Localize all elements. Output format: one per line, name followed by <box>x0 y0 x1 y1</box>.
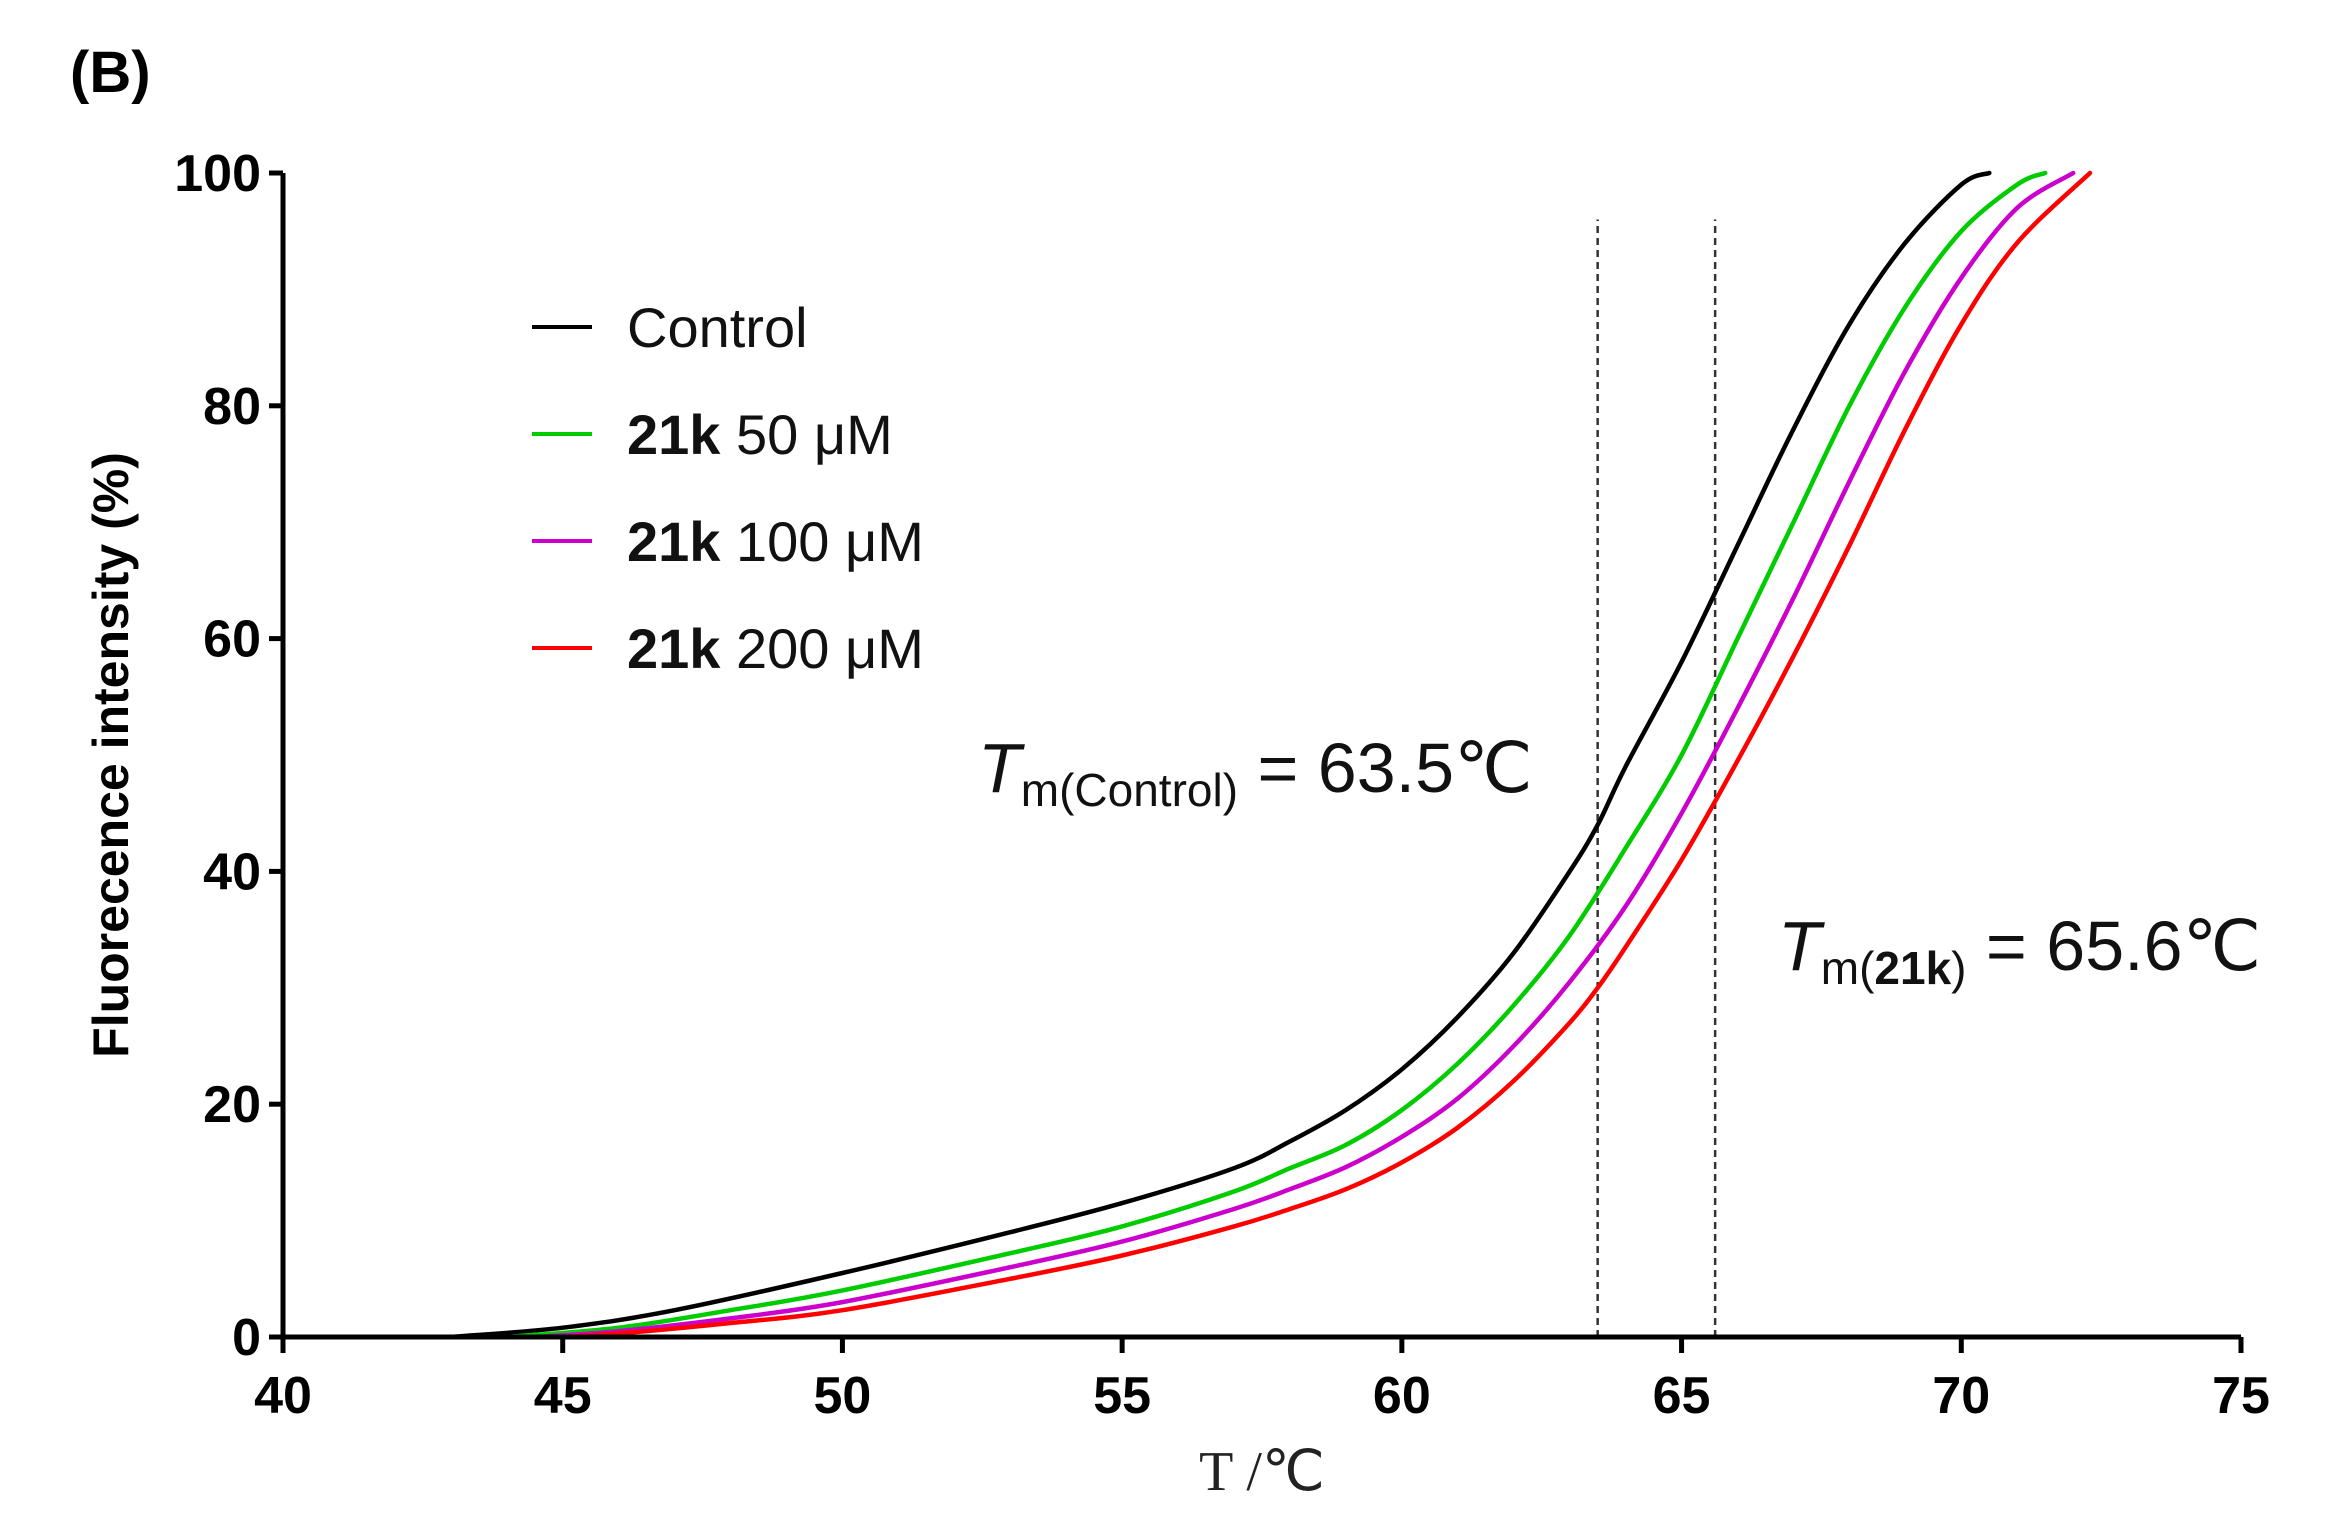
series-lines <box>448 170 2093 1340</box>
y-axis-ticks: 0 20 40 60 80 100 <box>174 145 283 1367</box>
y-tick-label: 0 <box>232 1309 261 1367</box>
x-tick-label: 65 <box>1653 1367 1711 1425</box>
series-line-21k-100-m <box>532 170 2076 1340</box>
legend: Control 21k 50 μM 21k 100 μM 21k 200 μM <box>532 296 924 680</box>
y-tick-label: 40 <box>203 843 261 901</box>
tm-reference-lines <box>1596 219 1717 1337</box>
x-tick-label: 45 <box>534 1367 592 1425</box>
legend-item-21k-200: 21k 200 μM <box>532 617 924 680</box>
legend-label-21k-200: 21k 200 μM <box>627 617 924 680</box>
legend-label-21k-50: 21k 50 μM <box>627 403 893 466</box>
legend-item-21k-100: 21k 100 μM <box>532 510 924 573</box>
y-axis-label: Fluorecence intensity (%) <box>83 452 139 1058</box>
series-line-21k-50-m <box>504 170 2048 1340</box>
x-tick-label: 50 <box>814 1367 872 1425</box>
panel-label: (B) <box>70 40 151 105</box>
series-line-21k-200-m <box>560 170 2093 1340</box>
annotation-tm-21k: Tm(21k) = 65.6℃ <box>1778 907 2261 994</box>
x-tick-label: 55 <box>1093 1367 1151 1425</box>
legend-label-21k-100: 21k 100 μM <box>627 510 924 573</box>
x-tick-label: 60 <box>1373 1367 1431 1425</box>
legend-item-21k-50: 21k 50 μM <box>532 403 893 466</box>
plot-area: 0 20 40 60 80 100 40 45 50 55 60 65 70 75 <box>174 145 2270 1425</box>
x-tick-label: 70 <box>1932 1367 1990 1425</box>
y-tick-label: 80 <box>203 378 261 436</box>
x-tick-label: 75 <box>2212 1367 2270 1425</box>
y-tick-label: 100 <box>174 145 261 203</box>
annotation-tm-control: Tm(Control) = 63.5℃ <box>978 729 1533 816</box>
x-tick-label: 40 <box>254 1367 312 1425</box>
legend-item-control: Control <box>532 296 808 359</box>
legend-label-control: Control <box>627 296 808 359</box>
y-tick-label: 20 <box>203 1076 261 1134</box>
series-line-control <box>448 170 1992 1340</box>
y-tick-label: 60 <box>203 611 261 669</box>
x-axis-label: T /℃ <box>1199 1441 1325 1503</box>
x-axis-ticks: 40 45 50 55 60 65 70 75 <box>254 1337 2270 1425</box>
